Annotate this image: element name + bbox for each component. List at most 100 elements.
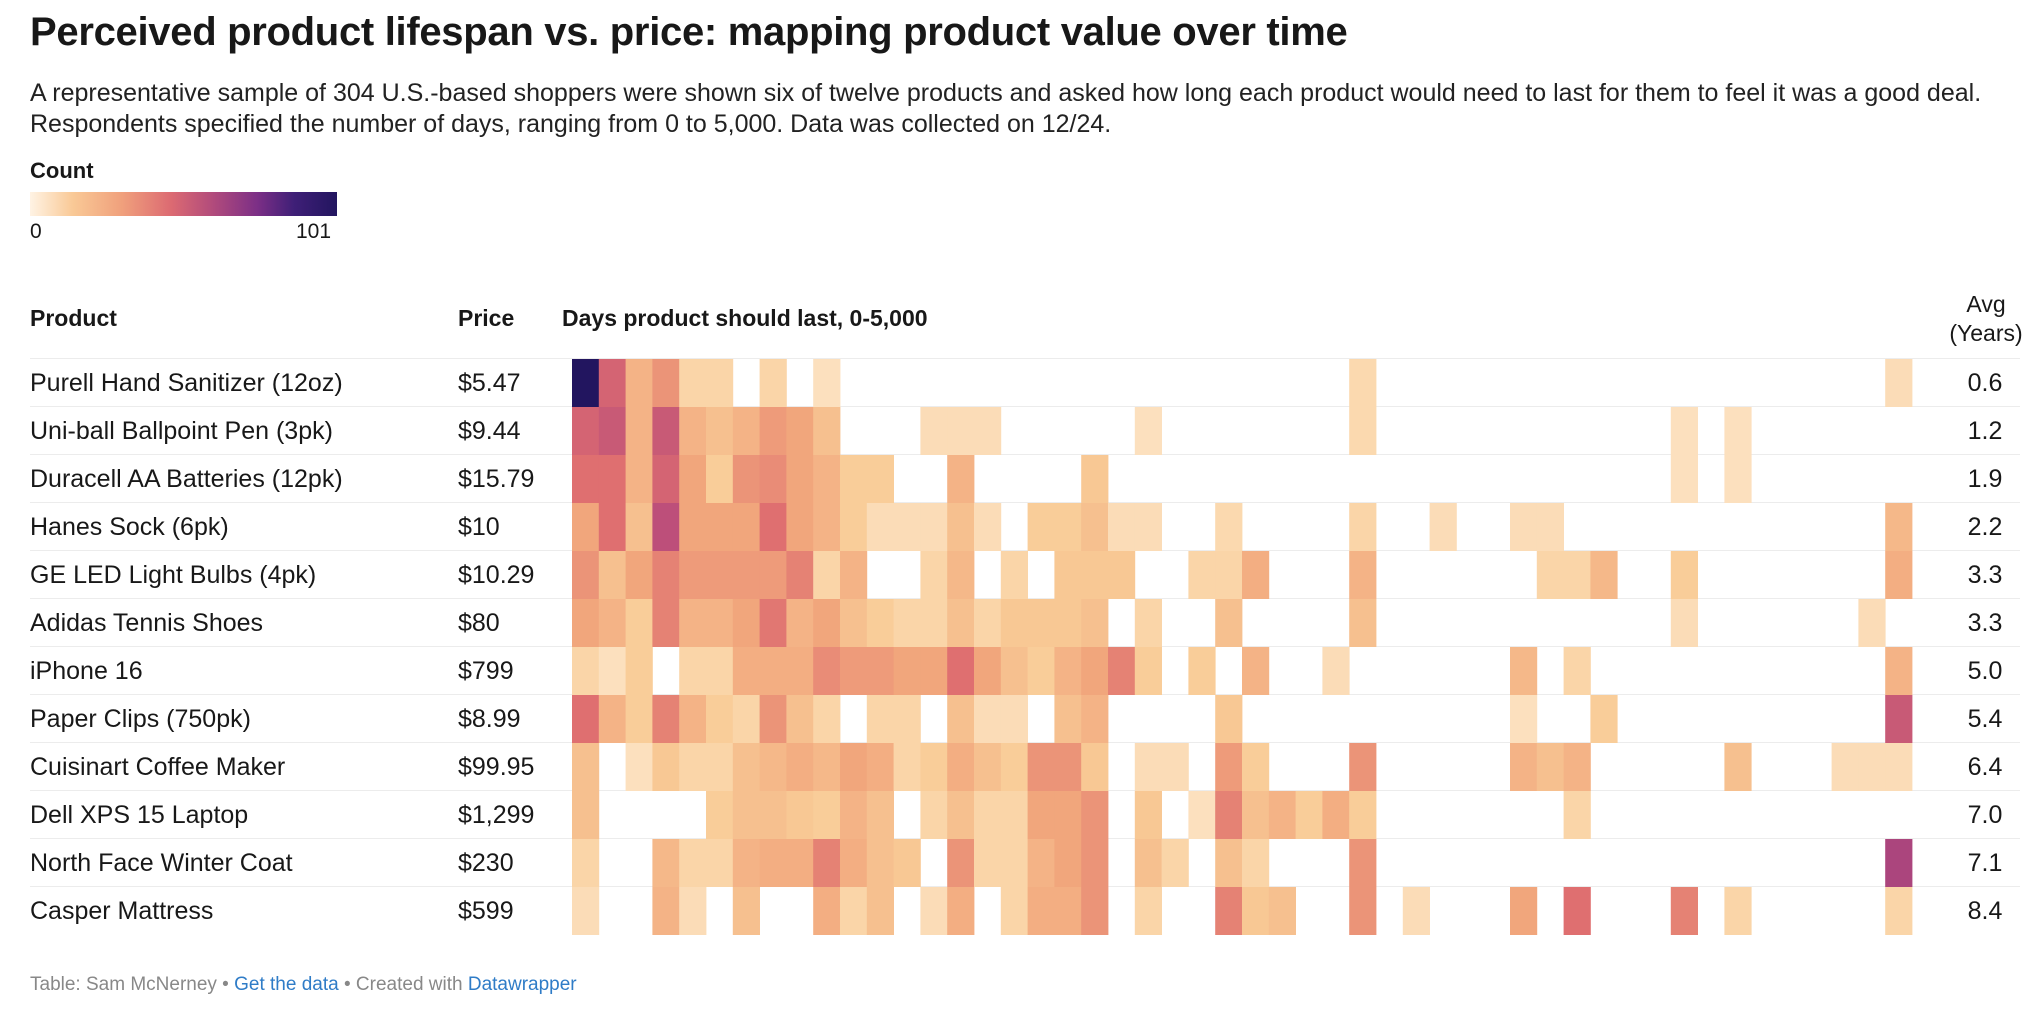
heatmap-cell (572, 695, 600, 743)
heatmap-cell (759, 695, 787, 743)
heatmap-cell (947, 743, 975, 791)
heatmap-cell (1563, 791, 1591, 839)
heatmap-cell (786, 647, 814, 695)
heatmap-cell (893, 695, 921, 743)
heatmap-cell (1081, 599, 1109, 647)
heatmap-cell (1215, 695, 1243, 743)
heatmap-cell (625, 695, 653, 743)
heatmap-cell (1215, 791, 1243, 839)
heatmap-cell (598, 695, 626, 743)
heatmap-cell (947, 407, 975, 455)
product-name: Hanes Sock (6pk) (30, 513, 229, 541)
heatmap-cell (732, 503, 760, 551)
heatmap-cell (1536, 551, 1564, 599)
product-price: $599 (458, 897, 514, 925)
heatmap-cell (1831, 743, 1859, 791)
datawrapper-link[interactable]: Datawrapper (467, 974, 577, 995)
heatmap-svg (572, 359, 1913, 935)
heatmap-cell (840, 647, 868, 695)
heatmap-cell (1349, 359, 1377, 407)
heatmap-cell (1563, 551, 1591, 599)
heatmap-cell (1858, 743, 1886, 791)
heatmap-cell (679, 359, 707, 407)
heatmap-cell (1590, 695, 1618, 743)
heatmap-cell (813, 503, 841, 551)
heatmap-cell (920, 551, 948, 599)
product-name: Uni-ball Ballpoint Pen (3pk) (30, 417, 333, 445)
heatmap-cell (1858, 599, 1886, 647)
heatmap-cell (1161, 839, 1189, 887)
footer-sep1: • (216, 974, 235, 995)
heatmap-cell (786, 407, 814, 455)
heatmap-cell (813, 743, 841, 791)
heatmap-cell (1054, 743, 1082, 791)
heatmap-cell (625, 503, 653, 551)
heatmap-cell (706, 407, 734, 455)
product-price: $10.29 (458, 561, 535, 589)
heatmap-cell (813, 647, 841, 695)
avg-years-value: 3.3 (1967, 561, 2003, 589)
heatmap-cell (598, 359, 626, 407)
heatmap-cell (920, 791, 948, 839)
heatmap-cell (1108, 503, 1136, 551)
get-the-data-link[interactable]: Get the data (234, 974, 339, 995)
heatmap-cell (893, 839, 921, 887)
heatmap-cell (1510, 647, 1538, 695)
heatmap-cell (1885, 695, 1913, 743)
product-name: iPhone 16 (30, 657, 143, 685)
heatmap-cell (759, 551, 787, 599)
heatmap-cell (679, 551, 707, 599)
avg-years-value: 5.0 (1967, 657, 2003, 685)
heatmap-cell (1134, 839, 1162, 887)
heatmap-cell (974, 695, 1002, 743)
avg-years-value: 1.9 (1967, 465, 2003, 493)
heatmap-cell (652, 695, 680, 743)
heatmap-cell (732, 791, 760, 839)
table-row: Purell Hand Sanitizer (12oz) $5.47 0.6 (30, 358, 2020, 407)
heatmap-cell (920, 743, 948, 791)
heatmap-cell (1670, 887, 1698, 935)
avg-years-value: 3.3 (1967, 609, 2003, 637)
heatmap-cell (866, 503, 894, 551)
heatmap-cell (1242, 647, 1270, 695)
heatmap-cell (1536, 743, 1564, 791)
heatmap-cell (813, 887, 841, 935)
heatmap-cell (840, 551, 868, 599)
heatmap-cell (1054, 599, 1082, 647)
heatmap-cell (1429, 503, 1457, 551)
heatmap-cell (920, 599, 948, 647)
heatmap-cell (1402, 887, 1430, 935)
heatmap-cell (759, 455, 787, 503)
heatmap-cell (1000, 551, 1028, 599)
heatmap-cell (786, 455, 814, 503)
heatmap-cell (572, 743, 600, 791)
heatmap-cell (706, 503, 734, 551)
heatmap-cell (1349, 839, 1377, 887)
heatmap-cell (1054, 647, 1082, 695)
heatmap-cell (598, 551, 626, 599)
heatmap-cell (732, 551, 760, 599)
product-name: Duracell AA Batteries (12pk) (30, 465, 343, 493)
heatmap-cell (706, 839, 734, 887)
heatmap-cell (1242, 887, 1270, 935)
heatmap-cell (598, 503, 626, 551)
heatmap-cell (813, 359, 841, 407)
heatmap-cell (572, 887, 600, 935)
heatmap-cell (1000, 647, 1028, 695)
heatmap-cell (732, 455, 760, 503)
heatmap-cell (786, 743, 814, 791)
heatmap-cell (866, 599, 894, 647)
heatmap-cell (786, 503, 814, 551)
heatmap-cell (1000, 599, 1028, 647)
heatmap-cell (1081, 455, 1109, 503)
avg-years-value: 1.2 (1967, 417, 2003, 445)
heatmap-cell (732, 839, 760, 887)
heatmap-cell (947, 455, 975, 503)
heatmap-cell (652, 743, 680, 791)
heatmap-cell (679, 455, 707, 503)
heatmap-cell (679, 839, 707, 887)
heatmap-cell (1081, 887, 1109, 935)
heatmap-cell (1027, 647, 1055, 695)
heatmap-cell (1215, 551, 1243, 599)
heatmap-cell (1000, 887, 1028, 935)
